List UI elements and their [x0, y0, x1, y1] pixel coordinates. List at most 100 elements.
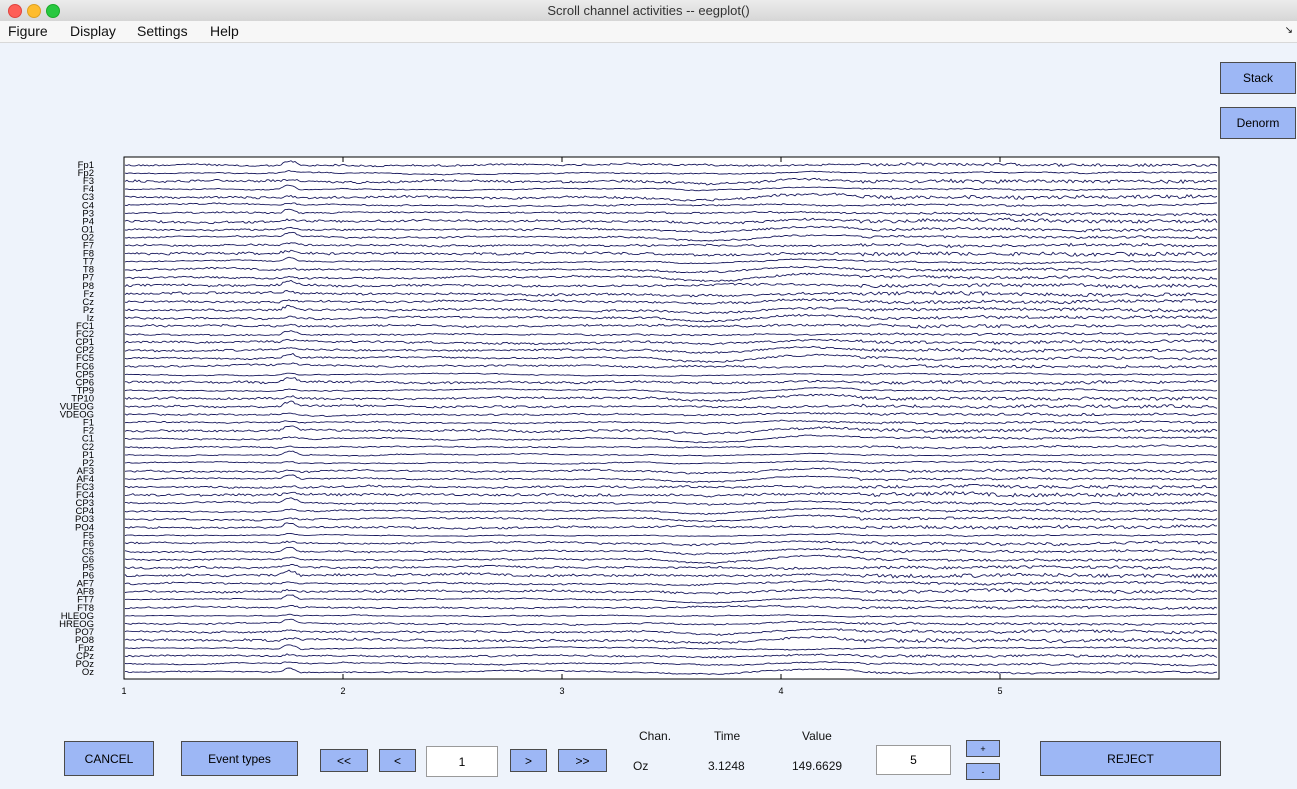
channel-labels: Fp1Fp2F3F4C3C4P3P4O1O2F7F8T7T8P7P8FzCzPz… [59, 160, 94, 678]
plot-area[interactable] [123, 156, 1220, 680]
eeg-plot[interactable]: Fp1Fp2F3F4C3C4P3P4O1O2F7F8T7T8P7P8FzCzPz… [0, 0, 1297, 700]
eeg-trace [124, 653, 1218, 659]
event-types-button[interactable]: Event types [181, 741, 298, 776]
last-window-button[interactable]: >> [558, 749, 607, 772]
channel-label: T7 [83, 257, 94, 268]
channel-label: P7 [82, 273, 94, 284]
channel-label: C2 [82, 442, 94, 453]
close-window-button[interactable] [8, 4, 22, 18]
channel-label: P2 [82, 458, 94, 469]
channel-label: Cz [82, 297, 94, 308]
value-header: Value [802, 729, 832, 743]
eeg-trace [124, 208, 1218, 217]
channel-label: C5 [82, 546, 94, 557]
channel-label: Oz [82, 667, 94, 678]
channel-label: C4 [82, 200, 94, 211]
eeg-trace [124, 362, 1218, 369]
channel-label: O1 [81, 224, 94, 235]
channel-label: AF8 [77, 587, 94, 598]
window-position-input[interactable]: 1 [426, 746, 498, 777]
eeg-trace [124, 588, 1218, 595]
eeg-trace [124, 217, 1218, 225]
channel-label: CPz [76, 651, 94, 662]
eeg-trace [124, 425, 1218, 436]
previous-window-button[interactable]: < [379, 749, 416, 772]
channel-label: PO4 [75, 522, 94, 533]
menu-bar: Figure Display Settings Help ↘ [0, 21, 1297, 43]
eeg-trace [124, 644, 1218, 651]
eeg-traces [124, 160, 1218, 675]
maximize-window-button[interactable] [46, 4, 60, 18]
eeg-trace [124, 546, 1218, 556]
eeg-trace [124, 272, 1218, 283]
channel-label: AF3 [77, 466, 94, 477]
chan-header: Chan. [639, 729, 672, 743]
cancel-button[interactable]: CANCEL [64, 741, 154, 776]
channel-label: F2 [83, 426, 94, 437]
channel-label: O2 [81, 232, 94, 243]
eeg-trace [124, 313, 1218, 323]
scale-decrease-button[interactable]: - [966, 763, 1000, 780]
eeg-trace [124, 192, 1218, 202]
channel-label: F3 [83, 176, 94, 187]
resize-arrow-icon: ↘ [1284, 25, 1293, 36]
chan-value: Oz [633, 759, 649, 773]
eeg-trace [124, 490, 1218, 498]
x-tick-label: 4 [778, 686, 783, 696]
reject-button[interactable]: REJECT [1040, 741, 1221, 776]
menu-settings[interactable]: Settings [137, 23, 188, 39]
channel-label: AF7 [77, 579, 94, 590]
menu-figure[interactable]: Figure [8, 23, 48, 39]
eeg-trace [124, 298, 1218, 305]
minimize-window-button[interactable] [27, 4, 41, 18]
time-value: 3.1248 [708, 759, 745, 773]
eeg-trace [125, 667, 1218, 675]
channel-label: F6 [83, 538, 94, 549]
channel-label: POz [76, 659, 95, 670]
channel-label: C1 [82, 434, 94, 445]
channel-label: FC2 [76, 329, 94, 340]
eeg-trace [124, 256, 1218, 265]
menu-display[interactable]: Display [70, 23, 116, 39]
eeg-trace [124, 290, 1218, 298]
first-window-button[interactable]: << [320, 749, 368, 772]
x-tick-label: 1 [121, 686, 126, 696]
eeg-trace [124, 444, 1218, 450]
stack-button[interactable]: Stack [1220, 62, 1296, 94]
next-window-button[interactable]: > [510, 749, 547, 772]
denorm-button[interactable]: Denorm [1220, 107, 1296, 139]
channel-label: PO7 [75, 627, 94, 638]
channel-label: TP9 [77, 385, 94, 396]
eeg-trace [124, 533, 1218, 538]
eeg-trace [124, 330, 1218, 337]
channel-label: VDEOG [60, 410, 94, 421]
channel-label: P1 [82, 450, 94, 461]
eeg-trace [124, 554, 1218, 564]
channel-label: CP3 [76, 498, 94, 509]
channel-label: FC4 [76, 490, 94, 501]
channel-label: F1 [83, 418, 94, 429]
x-axis-ticks: 1 2 3 4 5 [121, 157, 1003, 696]
channel-label: AF4 [77, 474, 94, 485]
channel-label: PO8 [75, 635, 94, 646]
eeg-trace [124, 594, 1218, 604]
menu-help[interactable]: Help [210, 23, 239, 39]
eeg-trace [124, 225, 1218, 234]
eeg-trace [124, 419, 1218, 425]
eeg-trace [124, 434, 1218, 444]
scale-input[interactable]: 5 [876, 745, 951, 775]
channel-label: FC5 [76, 353, 94, 364]
channel-label: F5 [83, 530, 94, 541]
channel-label: PO3 [75, 514, 94, 525]
eeg-trace [124, 242, 1218, 249]
channel-label: CP5 [76, 369, 94, 380]
channel-label: F7 [83, 241, 94, 252]
channel-label: FC6 [76, 361, 94, 372]
eeg-trace [124, 184, 1218, 192]
eeg-trace [124, 467, 1218, 475]
eeg-trace [124, 304, 1218, 315]
channel-label: P8 [82, 281, 94, 292]
channel-label: P5 [82, 563, 94, 574]
scale-increase-button[interactable]: + [966, 740, 1000, 757]
channel-label: CP6 [76, 377, 94, 388]
